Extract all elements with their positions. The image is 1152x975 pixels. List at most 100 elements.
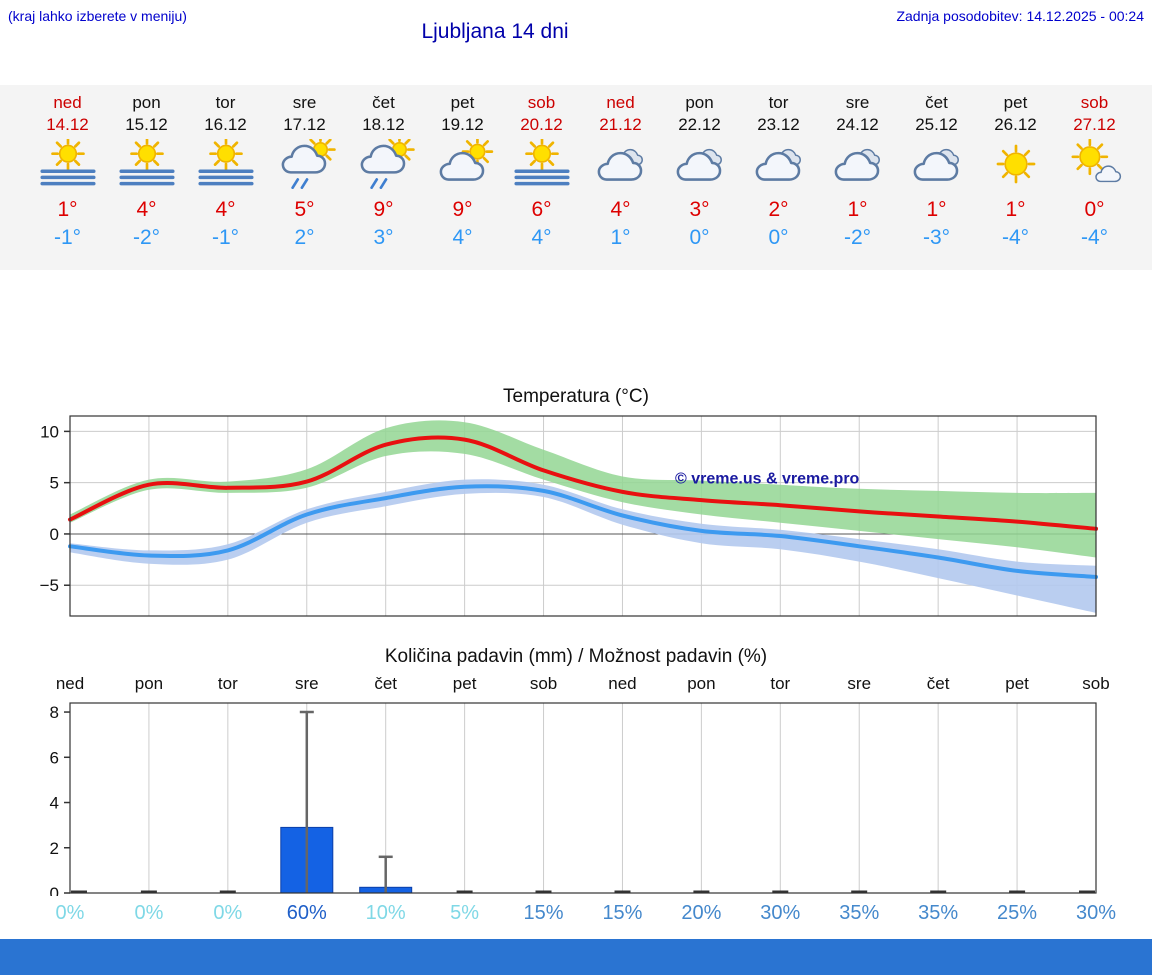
cloudy-icon bbox=[818, 136, 897, 193]
forecast-day: čet 25.12 1° -3° bbox=[897, 92, 976, 270]
precip-day-label: ned bbox=[55, 674, 85, 693]
temperature-chart-title: Temperatura (°C) bbox=[503, 386, 649, 407]
precip-probability: 0% bbox=[213, 902, 243, 924]
precip-day-label: sre bbox=[294, 674, 319, 693]
precip-day-label: pon bbox=[134, 674, 164, 693]
precip-probability: 0% bbox=[134, 902, 164, 924]
forecast-day: pet 19.12 9° 4° bbox=[423, 92, 502, 270]
svg-text:5: 5 bbox=[50, 474, 59, 493]
svg-text:10: 10 bbox=[40, 422, 59, 441]
precip-day-labels-row: ned pon tor sre čet pet sob ned pon tor sre čet pet s… bbox=[0, 674, 1152, 696]
cloudy-icon bbox=[897, 136, 976, 193]
svg-text:2: 2 bbox=[50, 839, 59, 858]
precip-probability: 15% bbox=[523, 902, 564, 924]
precip-probability: 60% bbox=[286, 902, 327, 924]
day-high-temp: 1° bbox=[926, 198, 947, 221]
showers-sun-icon bbox=[344, 134, 423, 193]
day-name: pet bbox=[450, 93, 475, 112]
precip-day-label: pon bbox=[687, 674, 716, 693]
day-date: 23.12 bbox=[757, 115, 800, 134]
forecast-day: sob 20.12 6° 4° bbox=[502, 92, 581, 270]
day-high-temp: 6° bbox=[531, 198, 552, 221]
day-name: sob bbox=[1080, 93, 1109, 112]
forecast-day: pet 26.12 1° -4° bbox=[976, 92, 1055, 270]
day-high-temp: 1° bbox=[57, 198, 78, 221]
day-date: 18.12 bbox=[362, 115, 405, 134]
precip-day-label: tor bbox=[770, 674, 791, 693]
forecast-day: pon 15.12 4° -2° bbox=[107, 92, 186, 270]
day-high-temp: 4° bbox=[610, 198, 631, 221]
day-low-temp: 2° bbox=[294, 226, 315, 249]
day-date: 25.12 bbox=[915, 115, 958, 134]
precip-day-label: ned bbox=[608, 674, 637, 693]
day-date: 21.12 bbox=[599, 115, 642, 134]
precip-day-label: sob bbox=[529, 674, 558, 693]
precip-day-label: čet bbox=[374, 674, 398, 693]
day-high-temp: 9° bbox=[373, 198, 394, 221]
day-date: 26.12 bbox=[994, 115, 1037, 134]
bottom-bar bbox=[0, 939, 1152, 975]
fog-sun-icon bbox=[107, 136, 186, 193]
day-high-temp: 4° bbox=[136, 198, 157, 221]
precip-day-label: pet bbox=[452, 674, 477, 693]
day-date: 15.12 bbox=[125, 115, 168, 134]
precipitation-chart-title: Količina padavin (mm) / Možnost padavin … bbox=[384, 646, 768, 667]
day-low-temp: 4° bbox=[531, 226, 552, 249]
cloudy-icon bbox=[660, 136, 739, 193]
day-low-temp: -4° bbox=[1080, 226, 1109, 249]
precip-probability: 30% bbox=[1075, 902, 1117, 924]
precip-day-label: sob bbox=[1082, 674, 1110, 693]
day-date: 24.12 bbox=[836, 115, 879, 134]
day-low-temp: -1° bbox=[53, 226, 82, 249]
temperature-chart: −5 0 5 10 © vreme.us & vreme.pro bbox=[40, 415, 1098, 617]
svg-text:0: 0 bbox=[50, 525, 59, 544]
menu-hint: (kraj lahko izberete v meniju) bbox=[8, 8, 187, 24]
day-date: 16.12 bbox=[204, 115, 247, 134]
day-low-temp: -1° bbox=[211, 226, 240, 249]
precipitation-chart: 0 2 4 6 8 bbox=[50, 702, 1097, 896]
svg-text:−5: −5 bbox=[40, 576, 59, 595]
last-update-timestamp: Zadnja posodobitev: 14.12.2025 - 00:24 bbox=[896, 8, 1144, 24]
cloudy-icon bbox=[739, 136, 818, 193]
precip-day-label: čet bbox=[926, 674, 950, 693]
day-name: sre bbox=[845, 93, 870, 112]
day-date: 22.12 bbox=[678, 115, 721, 134]
day-date: 17.12 bbox=[283, 115, 326, 134]
page-title: Ljubljana 14 dni bbox=[421, 20, 569, 43]
svg-text:4: 4 bbox=[50, 794, 59, 813]
day-low-temp: -2° bbox=[843, 226, 872, 249]
cloudy-icon bbox=[581, 136, 660, 193]
svg-text:8: 8 bbox=[50, 703, 59, 722]
day-low-temp: -3° bbox=[922, 226, 951, 249]
day-name: tor bbox=[768, 93, 789, 112]
day-name: tor bbox=[215, 93, 236, 112]
day-date: 27.12 bbox=[1073, 115, 1116, 134]
forecast-day: čet 18.12 9° 3° bbox=[344, 92, 423, 270]
day-low-temp: 0° bbox=[768, 226, 789, 249]
day-name: sob bbox=[527, 93, 556, 112]
day-name: čet bbox=[925, 93, 948, 112]
precip-probability-row: 0% 0% 0% 60% 10% 5% 15% 15% 20% 30% 35% 35% 25% 30% bbox=[0, 902, 1152, 930]
svg-text:0: 0 bbox=[50, 884, 59, 896]
day-low-temp: -4° bbox=[1001, 226, 1030, 249]
day-high-temp: 1° bbox=[1005, 198, 1026, 221]
sunny-icon bbox=[976, 136, 1055, 193]
day-name: pon bbox=[685, 93, 714, 112]
precip-probability: 35% bbox=[918, 902, 959, 924]
forecast-day: tor 23.12 2° 0° bbox=[739, 92, 818, 270]
day-low-temp: 4° bbox=[452, 226, 473, 249]
day-low-temp: -2° bbox=[132, 226, 161, 249]
precip-probability: 10% bbox=[365, 902, 406, 924]
day-date: 14.12 bbox=[46, 115, 89, 134]
day-name: pon bbox=[132, 93, 161, 112]
fog-sun-icon bbox=[502, 136, 581, 193]
fog-sun-icon bbox=[28, 136, 107, 193]
day-low-temp: 1° bbox=[610, 226, 631, 249]
precip-probability: 20% bbox=[681, 902, 722, 924]
day-date: 20.12 bbox=[520, 115, 563, 134]
day-name: ned bbox=[606, 93, 635, 112]
day-low-temp: 3° bbox=[373, 226, 394, 249]
day-low-temp: 0° bbox=[689, 226, 710, 249]
day-high-temp: 9° bbox=[452, 198, 473, 221]
precip-day-label: tor bbox=[217, 674, 238, 693]
